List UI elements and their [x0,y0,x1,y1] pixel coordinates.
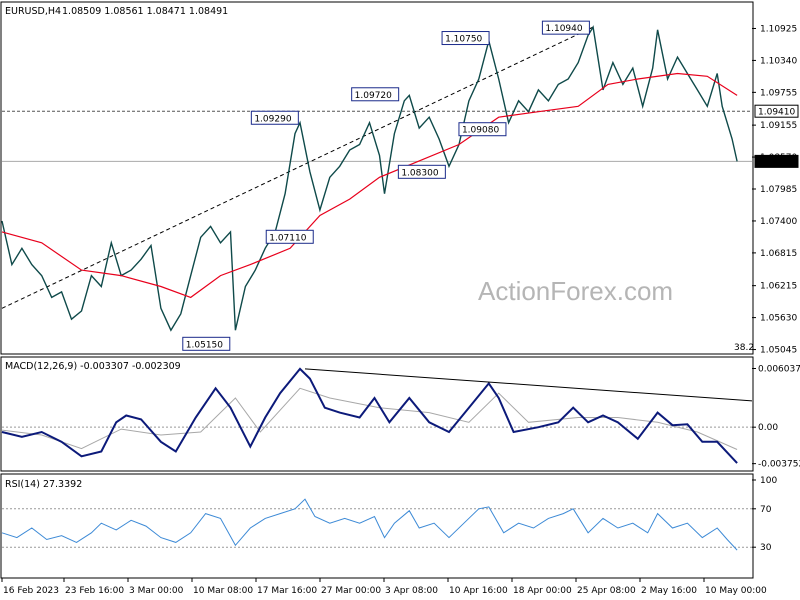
y-tick-label: 1.05630 [760,314,797,324]
annotation-box [541,20,590,35]
main-panel: EURUSD,H4 1.08509 1.08561 1.08471 1.0849… [0,1,799,356]
price-series [1,25,738,332]
price-annotation: 1.08300 [397,164,446,179]
annotation-box [441,31,490,46]
annotation-box [250,110,299,125]
moving-average-line [1,72,738,299]
time-x-axis: 16 Feb 2023 23 Feb 16:00 3 Mar 00:00 10 Mar… [1,578,767,596]
price-annotation: 1.09290 [250,110,299,125]
annotation-label: 1.09720 [355,91,392,101]
main-level-lines [2,110,752,162]
y-tick-label: 1.07400 [760,217,797,227]
x-tick-label: 10 Apr 16:00 [449,586,508,596]
annotation-box [182,336,231,351]
current-price-tag [754,154,799,168]
watermark: ActionForex.com [478,276,673,306]
price-annotation: 1.07110 [265,229,314,244]
macd-series [1,367,753,464]
main-panel-frame [0,1,754,355]
x-tick-label: 3 Mar 00:00 [129,586,184,596]
y-tick-label: 1.09155 [760,121,797,131]
rsi-y-axis: 100 70 30 [752,476,777,553]
symbol-label: EURUSD,H4 [5,6,61,17]
y-tick-label: 1.10340 [760,56,797,66]
x-tick-label: 10 May 00:00 [705,586,767,596]
annotation-label: 1.08300 [401,168,438,178]
price-annotation: 1.10940 [541,20,590,35]
macd-y-axis: 0.006037 0.00 -0.003752 [752,365,800,470]
x-tick-label: 18 Apr 00:00 [513,586,572,596]
annotation-label: 1.10940 [545,24,582,34]
price-line [1,25,738,332]
rsi-label: RSI(14) 27.3392 [5,479,82,490]
current-price-tag-label: 1.08491 [758,158,795,168]
macd-trendline [304,368,753,402]
annotation-label: 1.10750 [445,35,482,45]
x-tick-label: 3 Apr 08:00 [385,586,438,596]
x-tick-label: 27 Mar 00:00 [321,586,381,596]
x-tick-label: 2 May 16:00 [641,586,697,596]
rsi-y-tick-label: 70 [760,505,772,515]
ohlc-label: 1.08509 1.08561 1.08471 1.08491 [62,6,228,17]
macd-y-tick-label: 0.006037 [758,365,800,375]
macd-signal-line [1,387,738,450]
x-tick-label: 10 Mar 08:00 [193,586,253,596]
y-tick-label: 1.06815 [760,249,797,259]
y-tick-label: 1.09755 [760,88,797,98]
level-price-tag-label: 1.09410 [758,108,795,118]
macd-y-tick-label: 0.00 [758,423,778,433]
rsi-panel: RSI(14) 27.3392 100 70 30 [0,473,777,579]
x-tick-label: 25 Apr 08:00 [577,586,636,596]
rsi-series [1,498,752,551]
annotation-box [397,164,446,179]
annotation-box [458,122,507,137]
macd-panel: MACD(12,26,9) -0.003307 -0.002309 0.0060… [0,356,800,472]
y-tick-label: 1.10925 [760,24,797,34]
x-tick-label: 23 Feb 16:00 [65,586,124,596]
macd-main-line [1,367,738,464]
macd-label: MACD(12,26,9) -0.003307 -0.002309 [5,361,181,372]
price-y-axis: 1.109251.103401.097551.091551.085701.079… [752,24,799,356]
macd-panel-frame [0,356,754,472]
x-tick-label: 17 Mar 16:00 [257,586,317,596]
price-annotation: 1.05150 [182,336,231,351]
annotation-label: 1.05150 [186,340,223,350]
macd-y-tick-label: -0.003752 [758,460,800,470]
annotation-label: 1.07110 [269,233,306,243]
rsi-panel-frame [0,473,754,579]
annotation-label: 1.09080 [462,126,499,136]
price-annotation: 1.10750 [441,31,490,46]
y-tick-label: 1.07985 [760,185,797,195]
fib-label: 38.2 [734,343,754,353]
rsi-y-tick-label: 30 [760,543,772,553]
price-annotation: 1.09720 [351,87,400,102]
price-annotations: 1.05150 1.07110 1.09290 1.08300 1.09720 1.107… [182,20,590,351]
x-tick-label: 16 Feb 2023 [3,586,59,596]
annotation-box [265,229,314,244]
rsi-y-tick-label: 100 [760,476,777,486]
annotation-box [351,87,400,102]
price-annotation: 1.09080 [458,122,507,137]
annotation-label: 1.09290 [254,114,291,124]
y-tick-label: 1.05045 [760,346,797,356]
y-tick-label: 1.06215 [760,282,797,292]
level-price-tag [754,104,799,118]
rsi-line [1,498,738,551]
